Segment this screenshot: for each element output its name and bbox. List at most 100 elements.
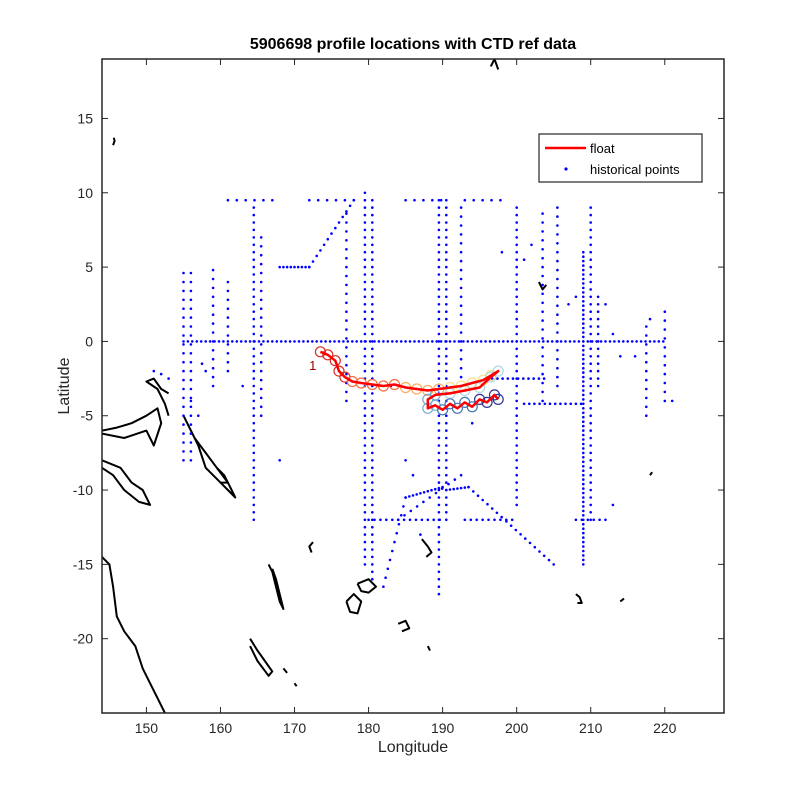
historical-point <box>582 540 585 544</box>
historical-point <box>403 514 406 517</box>
historical-point <box>345 210 348 213</box>
historical-point <box>469 518 473 522</box>
historical-point <box>363 473 367 477</box>
historical-point <box>582 326 585 330</box>
historical-point <box>167 377 170 380</box>
historical-point <box>252 444 256 447</box>
historical-point <box>296 265 300 269</box>
historical-point <box>437 466 441 470</box>
historical-point <box>363 347 367 351</box>
historical-point <box>459 242 463 245</box>
historical-point <box>556 384 559 388</box>
historical-point <box>319 249 322 252</box>
historical-point <box>533 340 536 343</box>
historical-point <box>515 303 518 306</box>
historical-point <box>509 524 513 527</box>
historical-point <box>437 250 441 254</box>
historical-point <box>626 340 629 343</box>
historical-point <box>363 444 367 447</box>
historical-point <box>371 280 374 284</box>
historical-point <box>663 372 667 376</box>
historical-point <box>515 355 518 358</box>
historical-point <box>371 221 374 224</box>
historical-point <box>582 335 585 339</box>
historical-point <box>515 325 518 328</box>
historical-point <box>284 340 287 343</box>
historical-point <box>589 332 592 336</box>
historical-point <box>437 273 441 276</box>
historical-point <box>493 340 496 343</box>
historical-point <box>189 307 193 311</box>
historical-point <box>333 340 336 343</box>
historical-point <box>501 377 504 380</box>
historical-point <box>252 332 256 336</box>
historical-point <box>596 295 600 299</box>
historical-point <box>371 407 374 410</box>
historical-point <box>437 355 441 358</box>
historical-point <box>382 340 385 343</box>
historical-point <box>437 577 441 581</box>
historical-point <box>259 352 263 355</box>
historical-point <box>419 492 422 495</box>
historical-point <box>363 555 367 559</box>
historical-point <box>589 459 592 462</box>
historical-point <box>393 540 396 544</box>
historical-point <box>363 407 367 410</box>
historical-point <box>189 405 193 409</box>
historical-point <box>252 347 256 351</box>
coastline <box>282 667 288 674</box>
historical-point <box>445 221 448 224</box>
historical-point <box>445 332 448 336</box>
historical-point <box>431 198 434 202</box>
historical-point <box>189 360 193 364</box>
historical-point <box>582 344 585 348</box>
historical-point <box>363 436 367 440</box>
historical-point <box>200 362 204 366</box>
historical-point <box>420 518 424 522</box>
historical-point <box>253 198 256 202</box>
historical-point <box>182 280 185 284</box>
historical-point <box>573 340 576 343</box>
historical-point <box>345 337 348 340</box>
historical-point <box>189 399 193 403</box>
historical-point <box>488 340 492 343</box>
historical-point <box>515 369 518 373</box>
historical-point <box>189 378 193 382</box>
historical-points-series <box>152 191 674 596</box>
historical-point <box>582 264 585 267</box>
historical-point <box>413 198 416 202</box>
historical-point <box>459 259 463 263</box>
historical-point <box>363 362 367 366</box>
historical-point <box>635 340 638 343</box>
historical-point <box>582 300 585 303</box>
historical-point <box>589 303 592 306</box>
historical-point <box>639 340 643 343</box>
historical-point <box>345 239 348 242</box>
historical-point <box>497 340 501 343</box>
coastline <box>249 638 274 677</box>
historical-point <box>204 369 207 373</box>
historical-point <box>252 280 256 284</box>
x-tick-label: 190 <box>431 720 455 736</box>
historical-point <box>252 310 256 314</box>
historical-point <box>582 371 585 374</box>
historical-point <box>445 310 448 314</box>
historical-point <box>371 317 374 321</box>
historical-point <box>596 347 600 351</box>
historical-point <box>622 340 625 343</box>
historical-point <box>363 511 367 514</box>
historical-point <box>315 340 319 343</box>
historical-point <box>345 221 348 224</box>
historical-point <box>259 360 263 364</box>
historical-point <box>430 488 433 492</box>
profile-marker <box>466 401 478 413</box>
historical-point <box>589 421 592 425</box>
historical-point <box>345 256 348 260</box>
historical-point <box>437 340 441 343</box>
historical-point <box>397 522 401 526</box>
y-tick-label: 15 <box>77 110 93 126</box>
historical-point <box>582 250 585 254</box>
historical-point <box>524 537 527 540</box>
historical-point <box>459 375 463 379</box>
historical-point <box>363 481 367 484</box>
